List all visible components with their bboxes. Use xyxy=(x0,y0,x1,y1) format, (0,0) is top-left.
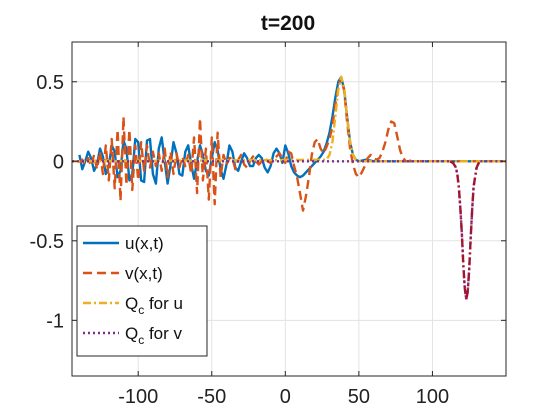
y-tick-label: 0.5 xyxy=(36,72,64,94)
legend-box xyxy=(76,225,208,357)
series-line-3 xyxy=(71,75,506,163)
x-tick-label: 50 xyxy=(348,386,370,408)
series-line-4 xyxy=(72,160,506,301)
plot-frame xyxy=(71,41,507,377)
legend-label: v(x,t) xyxy=(125,264,163,283)
x-tick-label: -50 xyxy=(197,386,226,408)
x-tick-label: 0 xyxy=(280,386,291,408)
series-line-5 xyxy=(449,160,481,301)
x-tick-label: 100 xyxy=(416,386,449,408)
series-line-2 xyxy=(78,75,506,212)
y-tick-label: 0 xyxy=(53,151,64,173)
legend-label: Qc for v xyxy=(125,324,183,347)
axis-ticks: -100 -50 0 50 100 -1 -0.5 0 0.5 xyxy=(30,42,506,408)
y-tick-label: -1 xyxy=(46,310,64,332)
y-tick-label: -0.5 xyxy=(30,231,64,253)
legend-label: u(x,t) xyxy=(125,234,164,253)
chart-title: t=200 xyxy=(261,12,315,35)
series-lines xyxy=(71,75,506,301)
x-tick-label: -100 xyxy=(118,386,158,408)
legend-label: Qc for u xyxy=(125,294,183,317)
legend: u(x,t) v(x,t) Qc for u Qc for v xyxy=(76,225,208,357)
